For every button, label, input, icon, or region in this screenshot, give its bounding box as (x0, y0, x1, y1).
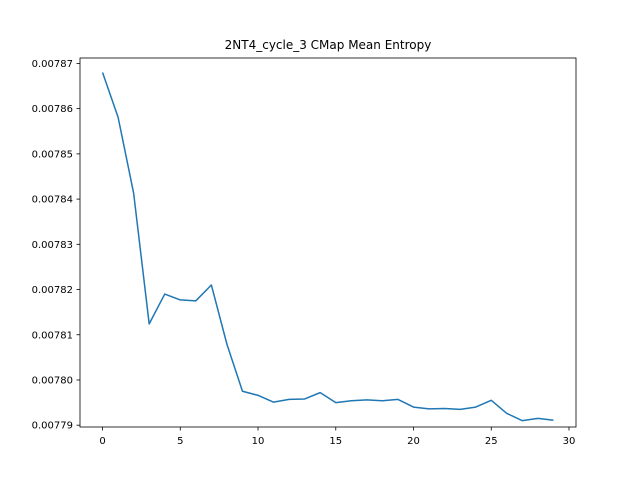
x-tick-label: 0 (99, 436, 105, 447)
y-tick-label: 0.00781 (32, 330, 73, 341)
axes-frame (79, 57, 577, 428)
series-line-0 (101, 72, 554, 422)
x-tick-label: 15 (329, 436, 342, 447)
y-tick-label: 0.00784 (32, 195, 73, 206)
y-tick-label: 0.00785 (32, 149, 73, 160)
y-tick-label: 0.00780 (32, 375, 73, 386)
y-tick-label: 0.00786 (32, 104, 73, 115)
plot-area: 0 5 10 15 20 25 30 0.00779 0.00780 0.00781 0.00782… (32, 57, 577, 447)
x-tick-label: 25 (485, 436, 498, 447)
x-tick-label: 30 (563, 436, 576, 447)
x-tick-label: 5 (177, 436, 183, 447)
chart-title: 2NT4_cycle_3 CMap Mean Entropy (225, 38, 432, 52)
y-tick-label: 0.00783 (32, 240, 73, 251)
y-tick-label: 0.00787 (32, 59, 73, 70)
x-tick-label: 20 (407, 436, 420, 447)
y-tick-label: 0.00782 (32, 285, 73, 296)
x-tick-label: 10 (252, 436, 265, 447)
y-tick-label: 0.00779 (32, 421, 73, 432)
